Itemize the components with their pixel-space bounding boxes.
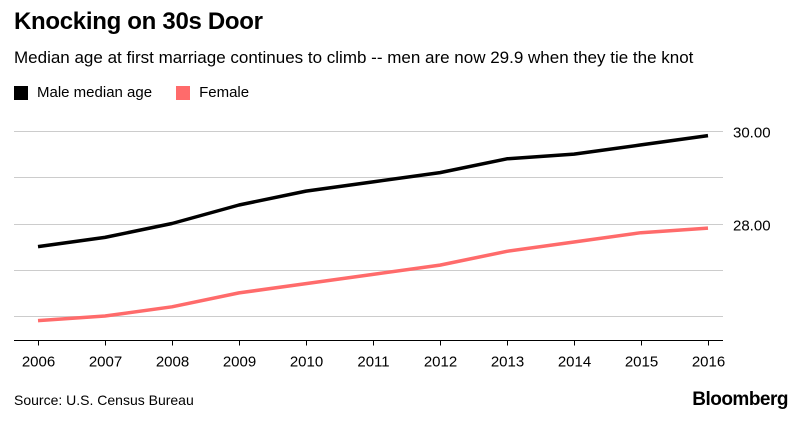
x-tick-label: 2012: [424, 354, 457, 371]
x-tick-label: 2014: [558, 354, 591, 371]
x-tick-label: 2011: [357, 354, 389, 371]
legend-item-female: Female: [176, 84, 249, 101]
x-tick-label: 2007: [89, 354, 122, 371]
x-tick-label: 2010: [290, 354, 323, 371]
x-tick-label: 2015: [625, 354, 658, 371]
y-tick-label: 28.00: [733, 218, 771, 235]
legend-swatch-female: [176, 85, 191, 100]
chart-subtitle: Median age at first marriage continues t…: [14, 48, 694, 67]
chart-legend: Male median age Female: [14, 84, 273, 101]
bloomberg-logo: Bloomberg: [692, 389, 788, 410]
chart-title: Knocking on 30s Door: [14, 8, 263, 35]
legend-label-male: Male median age: [37, 84, 153, 101]
source-note: Source: U.S. Census Bureau: [14, 392, 194, 408]
x-tick-label: 2006: [22, 354, 55, 371]
y-tick-label: 30.00: [733, 125, 771, 142]
series-line-male: [37, 133, 709, 249]
legend-swatch-male: [14, 85, 28, 100]
legend-label-female: Female: [199, 84, 250, 101]
x-tick-label: 2013: [491, 354, 524, 371]
x-tick-label: 2009: [223, 354, 256, 371]
legend-item-male: Male median age: [14, 84, 152, 101]
series-line-female: [37, 226, 709, 323]
x-tick-label: 2016: [692, 354, 725, 371]
x-tick-label: 2008: [156, 354, 189, 371]
